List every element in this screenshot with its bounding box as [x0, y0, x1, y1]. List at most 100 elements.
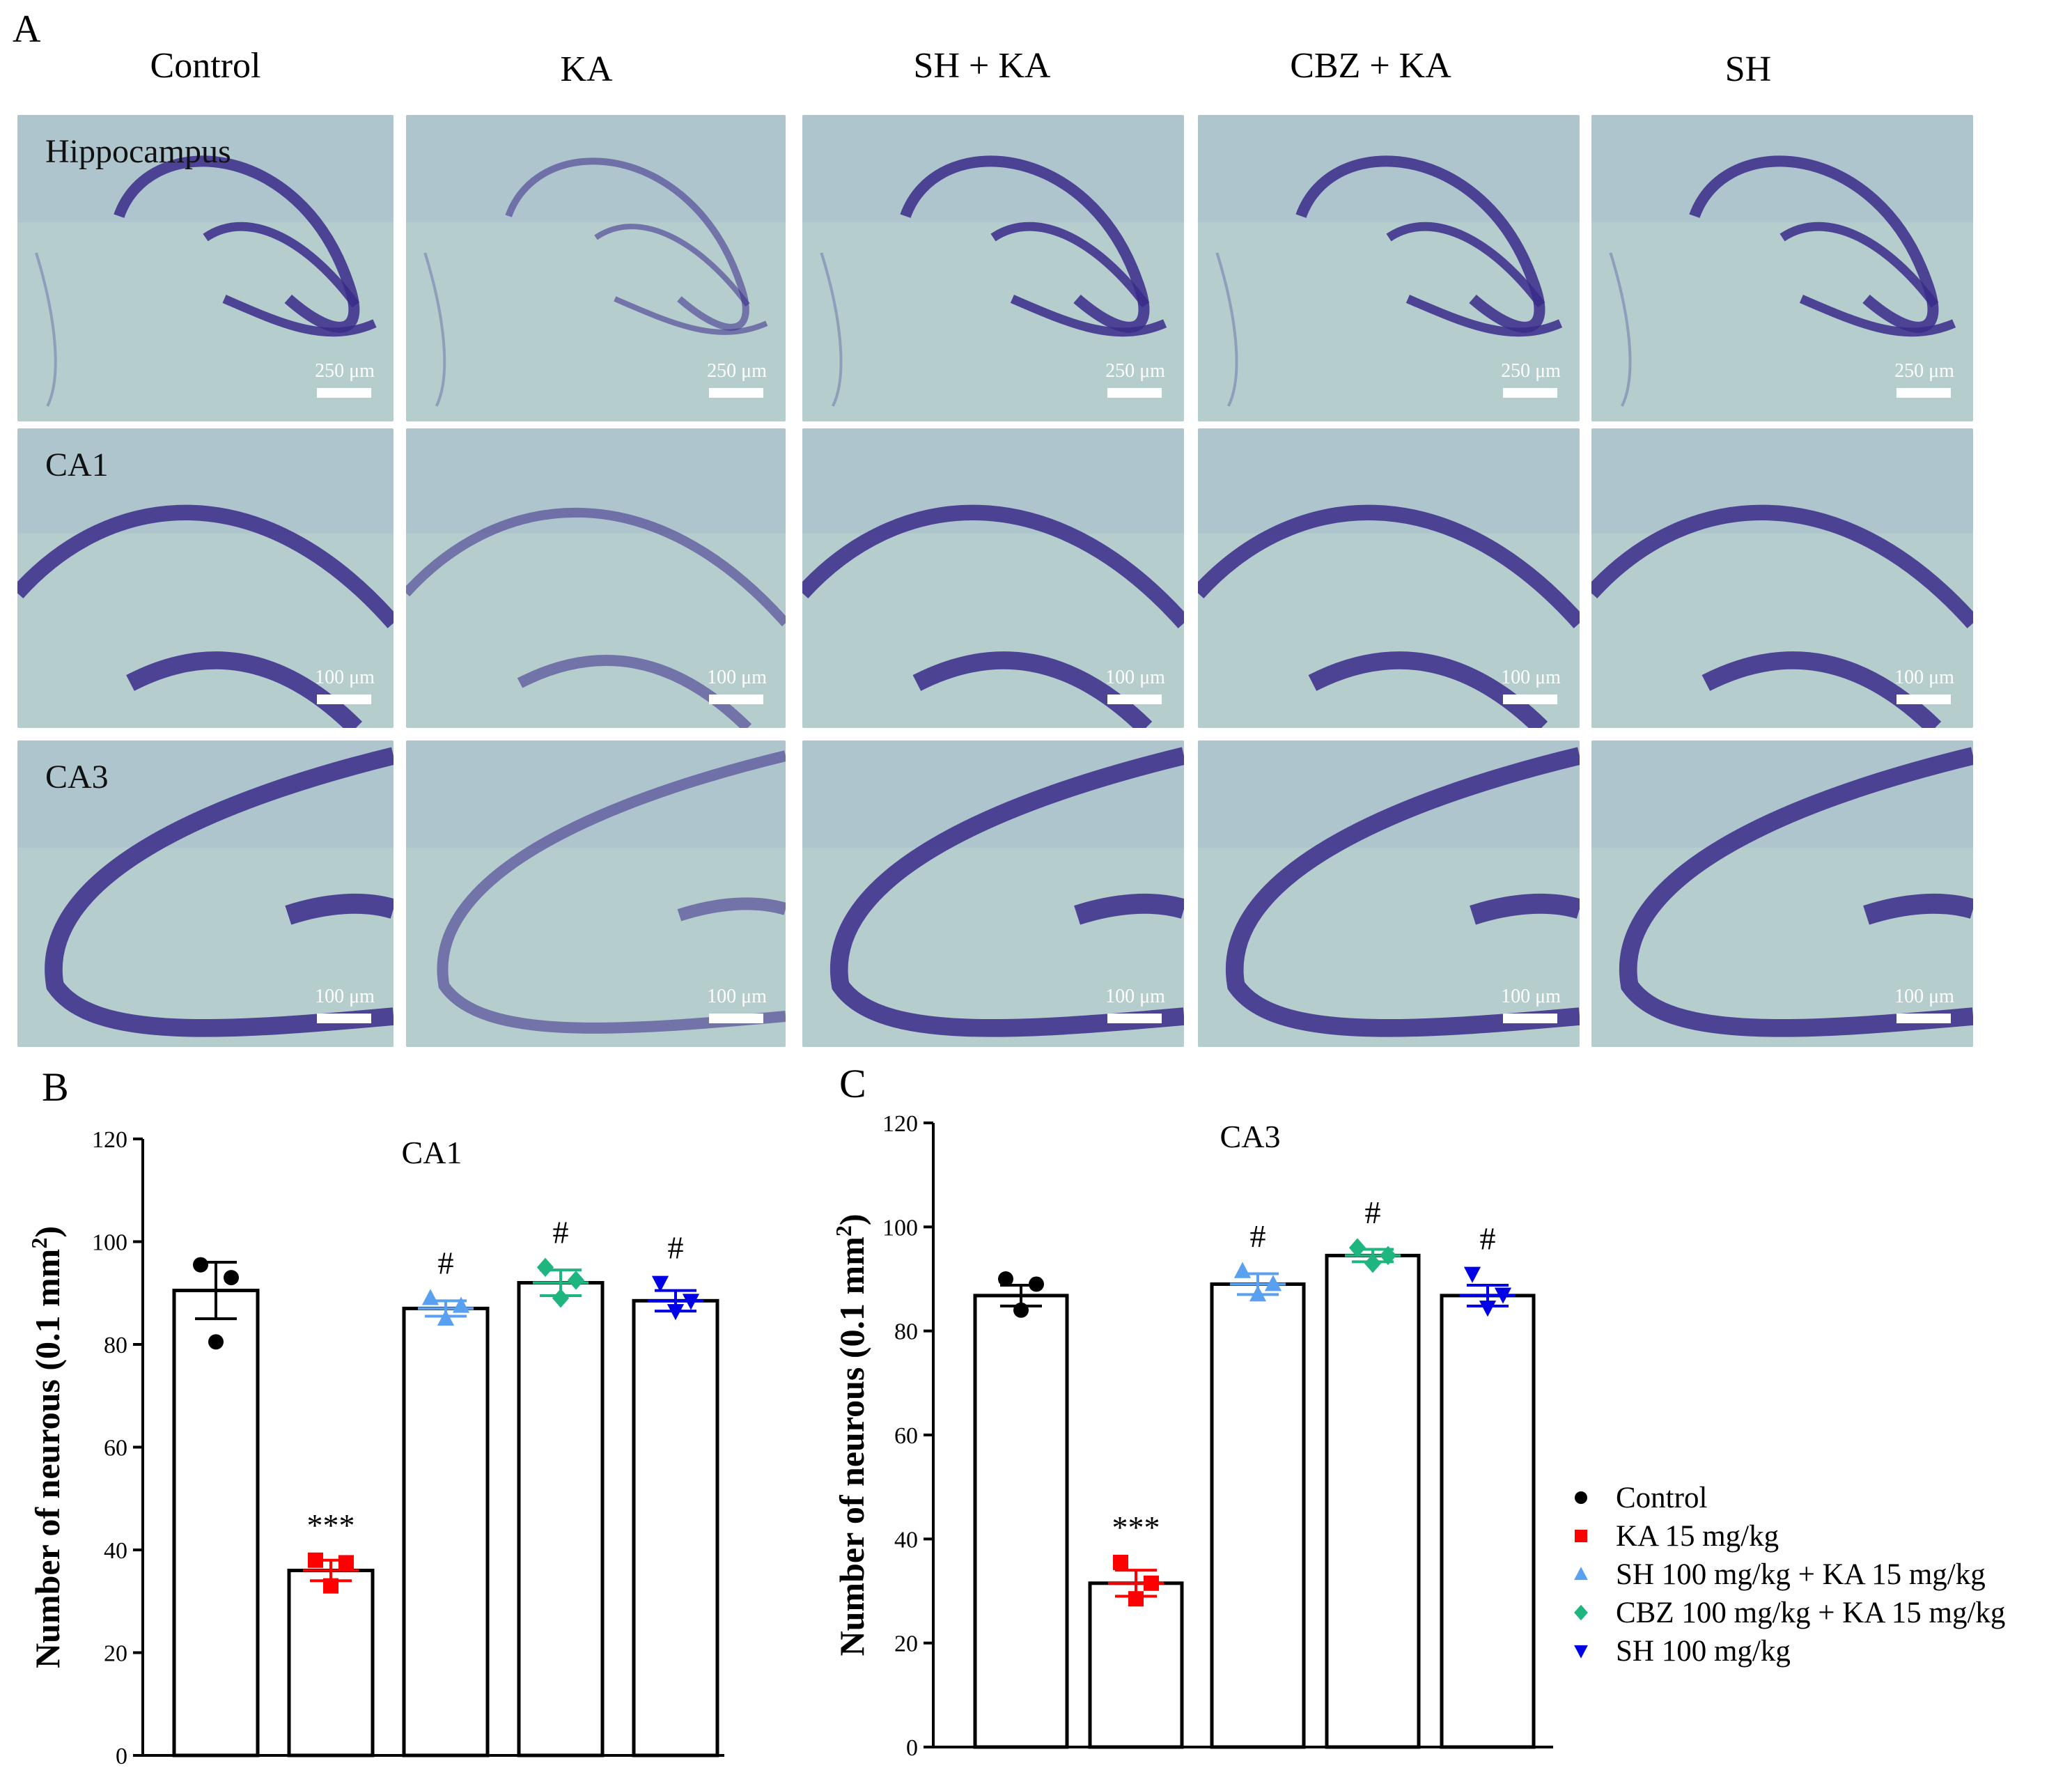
micrograph-ca1-cbz-ka [1198, 428, 1580, 728]
scale-bar [1503, 694, 1557, 704]
y-tick-label: 100 [882, 1215, 918, 1241]
diamond-marker [567, 1271, 585, 1290]
circle-marker [1013, 1302, 1029, 1318]
micrograph-hippocampus-sh-ka [802, 115, 1184, 421]
legend-label: Control [1616, 1482, 1707, 1514]
micrograph-ca3-sh-ka [802, 740, 1184, 1047]
column-title-sh-ka: SH + KA [913, 46, 1051, 86]
scale-bar-label: 100 μm [1501, 667, 1561, 688]
scale-bar [709, 694, 763, 704]
bar [1440, 1294, 1536, 1749]
scale-bar-label: 100 μm [1501, 986, 1561, 1007]
scale-bar [1503, 1014, 1557, 1023]
y-tick-label: 40 [104, 1538, 127, 1564]
diamond-marker [1379, 1246, 1397, 1266]
micrograph-hippocampus-control [17, 115, 394, 421]
legend-label: CBZ 100 mg/kg + KA 15 mg/kg [1616, 1597, 2005, 1629]
panel-letter: B [42, 1064, 69, 1110]
circle-marker [224, 1270, 239, 1286]
bar [973, 1294, 1069, 1749]
square-marker [1144, 1575, 1159, 1591]
y-tick-label: 80 [104, 1333, 127, 1358]
bar [287, 1569, 375, 1757]
legend-label: SH 100 mg/kg + KA 15 mg/kg [1616, 1558, 1986, 1591]
micrograph-ca3-sh [1591, 740, 1973, 1047]
scale-bar-label: 100 μm [1894, 667, 1954, 688]
triangle-up-marker [1233, 1262, 1252, 1278]
triangle-down-marker [682, 1294, 700, 1310]
scale-bar-label: 100 μm [1105, 986, 1165, 1007]
legend-item: CBZ 100 mg/kg + KA 15 mg/kg [1574, 1597, 2005, 1629]
significance-label: # [438, 1246, 454, 1281]
bar [1210, 1282, 1306, 1749]
triangle-up-marker [1264, 1275, 1282, 1291]
triangle-down-marker [651, 1275, 669, 1292]
panel-letter: C [839, 1061, 866, 1106]
micrograph-hippocampus-ka [406, 115, 786, 421]
triangle-down-marker [1574, 1645, 1588, 1659]
legend-label: SH 100 mg/kg [1616, 1635, 1791, 1668]
micrograph-ca1-ka [406, 428, 786, 728]
chart-b: B CA1 0 20 40 60 80 100 120 Number of neurous (0.… [26, 1064, 724, 1769]
column-title-ka: KA [560, 49, 613, 89]
scale-bar [1896, 694, 1951, 704]
chart-title: CA3 [1220, 1119, 1281, 1154]
micrograph-ca3-cbz-ka [1198, 740, 1580, 1047]
triangle-up-marker [1574, 1567, 1588, 1581]
diamond-marker [1574, 1604, 1588, 1621]
triangle-down-marker [1479, 1301, 1497, 1317]
bar [172, 1289, 260, 1757]
legend-item: SH 100 mg/kg [1574, 1635, 1791, 1668]
circle-marker [1029, 1276, 1044, 1292]
micrograph-hippocampus-cbz-ka [1198, 115, 1580, 421]
significance-label: # [1250, 1218, 1266, 1254]
scale-bar [1107, 1014, 1162, 1023]
y-tick-label: 0 [116, 1744, 127, 1769]
legend: Control KA 15 mg/kg SH 100 mg/kg + KA 15 m… [1574, 1482, 2005, 1668]
panel-a-letter: A [13, 8, 41, 51]
diamond-marker [552, 1288, 570, 1308]
square-marker [1128, 1591, 1144, 1607]
bar [632, 1298, 719, 1757]
scale-bar [317, 694, 371, 704]
circle-marker [208, 1334, 224, 1350]
square-marker [308, 1552, 323, 1568]
legend-item: Control [1575, 1482, 1707, 1514]
triangle-up-marker [421, 1289, 439, 1305]
triangle-up-marker [1249, 1285, 1267, 1302]
scale-bar-label: 250 μm [1105, 360, 1165, 382]
scale-bar-label: 250 μm [707, 360, 767, 382]
scale-bar [1896, 388, 1951, 398]
bar [1325, 1253, 1421, 1749]
y-tick-label: 60 [894, 1423, 918, 1449]
diamond-marker [1348, 1238, 1366, 1257]
bar [402, 1306, 490, 1757]
y-tick-label: 0 [906, 1735, 918, 1761]
row-label-hippocampus: Hippocampus [45, 133, 231, 170]
y-tick-label: 80 [894, 1319, 918, 1345]
scale-bar [317, 1014, 371, 1023]
legend-label: KA 15 mg/kg [1616, 1520, 1779, 1553]
y-tick-label: 100 [92, 1230, 127, 1256]
scale-bar [1896, 1014, 1951, 1023]
bar-charts: Control KA 15 mg/kg SH 100 mg/kg + KA 15 m… [26, 1061, 2005, 1769]
circle-marker [1575, 1491, 1587, 1504]
column-title-sh: SH [1724, 49, 1772, 89]
column-title-cbz-ka: CBZ + KA [1290, 46, 1451, 86]
chart-c: C CA3 0 20 40 60 80 100 120 Number of neurous (0.… [831, 1061, 1553, 1761]
scale-bar-label: 100 μm [1894, 986, 1954, 1007]
diamond-marker [1364, 1253, 1382, 1273]
scale-bar-label: 100 μm [315, 667, 375, 688]
scale-bar-label: 250 μm [315, 360, 375, 382]
row-label-ca3: CA3 [45, 759, 109, 796]
bar [1088, 1581, 1184, 1749]
y-tick-label: 20 [104, 1641, 127, 1667]
significance-label: # [1365, 1195, 1381, 1230]
diamond-marker [536, 1257, 554, 1278]
micrograph-ca3-ka [406, 740, 786, 1047]
scale-bar [709, 1014, 763, 1023]
significance-label: *** [307, 1507, 355, 1543]
triangle-down-marker [667, 1304, 685, 1321]
triangle-up-marker [452, 1296, 470, 1313]
significance-label: # [553, 1214, 569, 1250]
